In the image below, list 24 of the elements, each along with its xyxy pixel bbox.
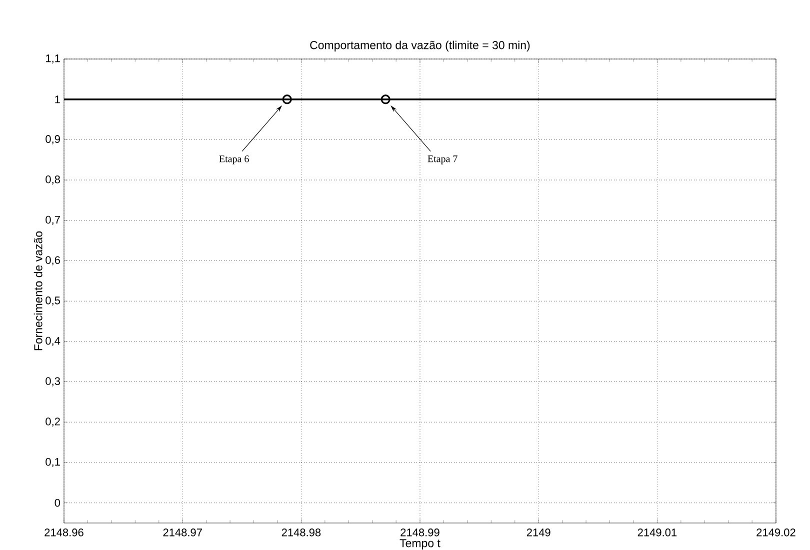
y-tick-label: 0,7: [46, 216, 60, 225]
x-tick-label: 2149.01: [638, 528, 677, 536]
y-tick-label: 1: [55, 96, 60, 104]
x-tick-label: 2148.98: [282, 528, 321, 536]
annotation: Etapa 7: [428, 156, 458, 164]
x-tick-label: 2148.99: [400, 528, 440, 536]
y-tick-label: 0,9: [46, 135, 60, 144]
y-tick-label: 0,8: [46, 176, 60, 185]
y-tick-label: 0,4: [46, 336, 60, 346]
y-tick-label: 0,6: [46, 256, 60, 266]
x-tick-label: 2149.02: [756, 528, 796, 536]
y-tick-label: 0,5: [46, 296, 60, 306]
x-tick-label: 2148.97: [163, 528, 202, 536]
chart-title: Comportamento da vazão (tlimite = 30 min): [310, 40, 530, 52]
x-tick-label: 2149: [526, 528, 550, 536]
y-tick-label: 1,1: [46, 54, 60, 64]
annotation: Etapa 6: [219, 156, 249, 164]
y-tick-label: 0,1: [46, 458, 60, 468]
x-axis-title: Tempo t: [400, 539, 440, 550]
y-tick-label: 0: [54, 498, 60, 507]
y-tick-label: 0,2: [46, 418, 60, 427]
x-tick-label: 2148.96: [44, 528, 84, 536]
y-axis-title: Fornecimento de vazão: [34, 231, 42, 350]
y-tick-label: 0,3: [46, 377, 60, 386]
